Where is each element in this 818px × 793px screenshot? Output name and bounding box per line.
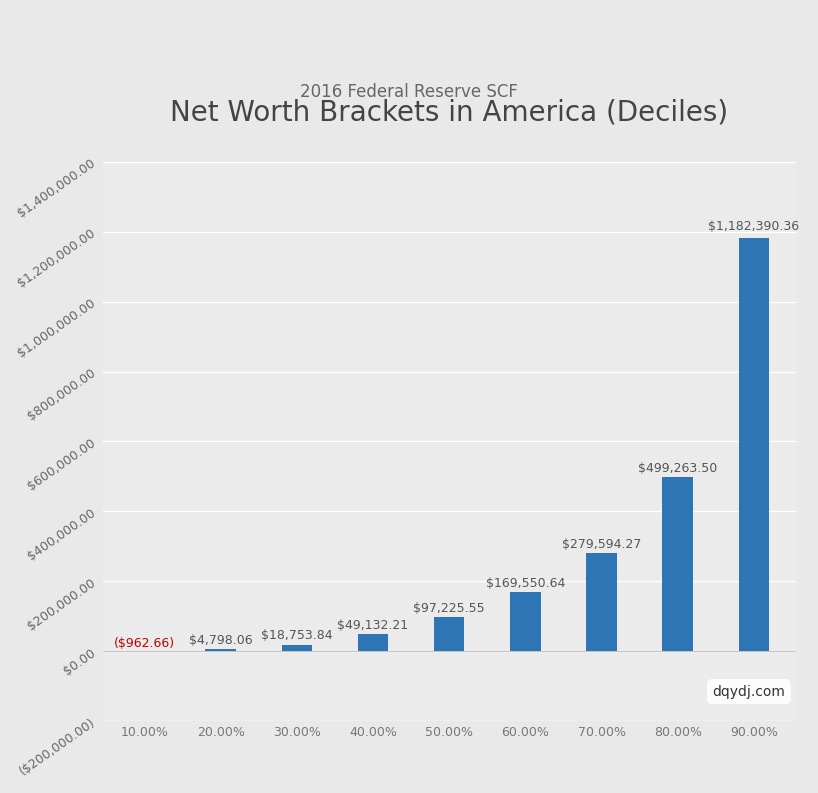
Text: $97,225.55: $97,225.55 [413, 602, 485, 615]
Bar [587, 554, 617, 651]
Text: $499,263.50: $499,263.50 [638, 462, 717, 474]
Text: $169,550.64: $169,550.64 [486, 577, 565, 590]
Bar [739, 238, 769, 651]
Bar [205, 649, 236, 651]
Text: 2016 Federal Reserve SCF: 2016 Federal Reserve SCF [300, 83, 518, 102]
Bar [357, 634, 389, 651]
Text: dqydj.com: dqydj.com [712, 684, 785, 699]
Title: Net Worth Brackets in America (Deciles): Net Worth Brackets in America (Deciles) [170, 98, 728, 126]
Text: $4,798.06: $4,798.06 [189, 634, 253, 647]
Text: $49,132.21: $49,132.21 [338, 619, 408, 632]
Text: $18,753.84: $18,753.84 [261, 630, 333, 642]
Text: $1,182,390.36: $1,182,390.36 [708, 220, 799, 233]
Text: $279,594.27: $279,594.27 [562, 538, 641, 551]
Bar [434, 617, 465, 651]
Bar [663, 477, 693, 651]
Text: ($962.66): ($962.66) [114, 637, 175, 649]
Bar [510, 592, 541, 651]
Bar [281, 645, 312, 651]
